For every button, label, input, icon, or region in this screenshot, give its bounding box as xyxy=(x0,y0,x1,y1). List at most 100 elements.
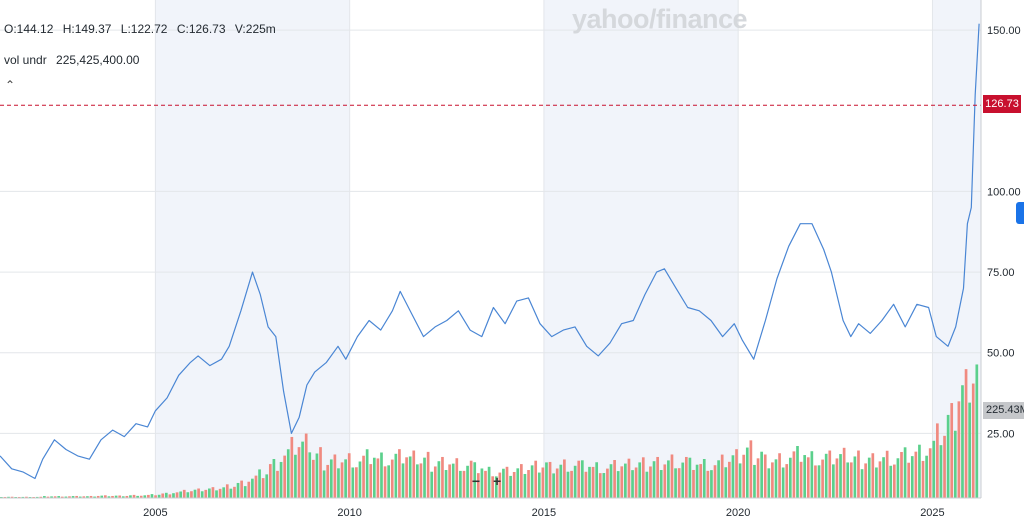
volume-bar xyxy=(620,466,624,498)
volume-bar xyxy=(179,491,183,498)
chart-grid xyxy=(0,0,981,498)
volume-bar xyxy=(867,457,871,498)
volume-bar xyxy=(509,475,512,498)
volume-bar xyxy=(602,473,606,498)
volume-bar xyxy=(641,457,645,498)
volume-bar xyxy=(225,484,229,498)
volume-bar xyxy=(139,495,143,498)
volume-bar xyxy=(200,491,204,498)
volume-bar xyxy=(771,462,774,498)
volume-bar xyxy=(785,464,789,498)
volume-bar xyxy=(892,464,896,498)
volume-bar xyxy=(444,470,448,498)
volume-bar xyxy=(695,464,699,498)
volume-bar xyxy=(688,457,692,498)
volume-bar xyxy=(355,467,358,498)
volume-bar xyxy=(627,458,631,498)
volume-bar xyxy=(487,466,491,498)
volume-bar xyxy=(745,447,749,498)
volume-bar xyxy=(810,451,814,498)
volume-bar xyxy=(502,468,505,498)
volume-bar xyxy=(835,458,839,498)
open-value: O:144.12 xyxy=(4,22,54,36)
volume-bar xyxy=(35,496,39,498)
volume-bar xyxy=(268,464,272,498)
volume-bar xyxy=(778,453,781,498)
volume-bar xyxy=(398,449,401,498)
volume-bar xyxy=(229,488,233,498)
volume-bar xyxy=(749,440,753,498)
volume-bar xyxy=(573,465,577,498)
volume-bar xyxy=(885,450,889,498)
price-line xyxy=(0,23,981,480)
volume-bar xyxy=(380,452,383,498)
volume-bar xyxy=(25,496,28,498)
volume-bar xyxy=(172,493,175,498)
volume-bar xyxy=(218,488,222,498)
volume-bar xyxy=(423,457,426,498)
volume-bar xyxy=(534,460,538,498)
volume-bar xyxy=(459,470,462,498)
yahoo-finance-logo: yahoo/finance xyxy=(572,4,748,34)
volume-bar xyxy=(674,468,677,498)
volume-bar xyxy=(75,495,79,498)
volume-bar xyxy=(760,451,763,498)
volume-bar xyxy=(211,487,215,498)
volume-bar xyxy=(731,455,735,498)
close-value: C:126.73 xyxy=(176,22,226,36)
volume-bar xyxy=(365,449,369,498)
volume-bar xyxy=(351,467,355,498)
volume-bar xyxy=(39,496,43,498)
volume-bar xyxy=(132,494,136,498)
volume-bar xyxy=(243,486,247,498)
volume-bar xyxy=(157,494,161,498)
low-value: L:122.72 xyxy=(120,22,168,36)
volume-bar xyxy=(473,462,477,498)
volume-bar xyxy=(60,496,64,498)
volume-bar xyxy=(638,462,642,498)
volume-bar xyxy=(222,487,226,498)
volume-bar xyxy=(878,461,882,498)
volume-bar xyxy=(104,495,107,498)
volume-bar xyxy=(907,462,911,498)
volume-bar xyxy=(433,466,437,498)
volume-bar xyxy=(301,441,304,498)
volume-bar xyxy=(344,459,347,498)
volume-bar xyxy=(208,488,211,498)
volume-bar xyxy=(824,453,828,498)
volume-bar xyxy=(817,465,821,498)
side-panel-tab[interactable] xyxy=(1016,202,1024,224)
volume-bar xyxy=(17,496,21,498)
volume-bar xyxy=(609,464,613,498)
volume-bar xyxy=(681,462,685,498)
volume-bar xyxy=(537,472,541,498)
price-tick-label: 75.00 xyxy=(987,267,1015,279)
volume-bar xyxy=(215,490,218,498)
volume-bar xyxy=(652,461,656,498)
volume-bar xyxy=(964,369,968,498)
volume-bar xyxy=(93,496,96,498)
volume-bar xyxy=(570,470,573,498)
zoom-out-button[interactable]: − xyxy=(472,473,481,489)
volume-bar xyxy=(247,481,251,498)
volume-bar xyxy=(383,466,387,498)
price-tick-label: 25.00 xyxy=(987,428,1015,440)
zoom-in-button[interactable]: + xyxy=(493,473,502,489)
chevron-up-icon[interactable]: ⌃ xyxy=(5,78,16,92)
volume-bar xyxy=(175,492,179,498)
price-line-path xyxy=(0,23,980,480)
volume-bar xyxy=(283,455,287,498)
volume-value: V:225m xyxy=(234,22,276,36)
volume-indicator[interactable]: vol undr 225,425,400.00 xyxy=(4,53,139,67)
volume-bar xyxy=(362,455,365,498)
volume-bar xyxy=(832,464,835,498)
volume-bar xyxy=(670,454,674,498)
volume-bar xyxy=(372,457,376,498)
volume-bar xyxy=(484,470,487,498)
volume-bar xyxy=(706,470,710,498)
volume-bar xyxy=(918,444,921,498)
volume-bar xyxy=(426,451,430,498)
volume-bar xyxy=(828,450,832,498)
